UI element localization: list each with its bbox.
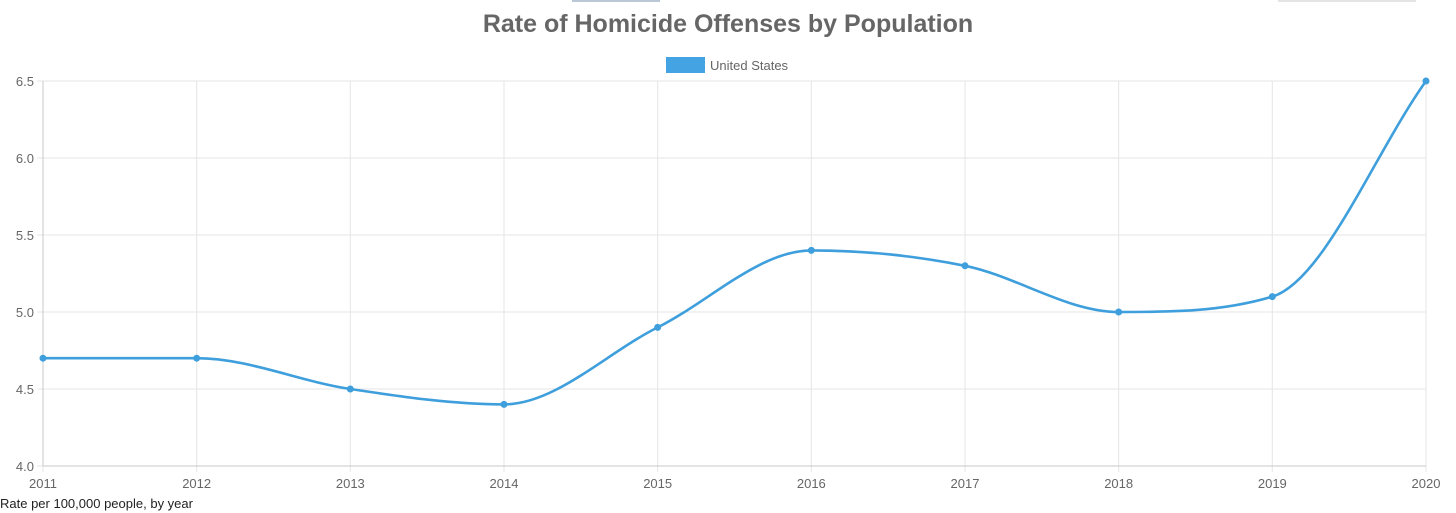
data-points xyxy=(39,77,1430,408)
y-tick-label: 4.0 xyxy=(16,459,34,474)
data-point-2016[interactable] xyxy=(807,246,815,254)
data-point-2011[interactable] xyxy=(39,354,47,362)
chart-caption: Rate per 100,000 people, by year xyxy=(0,496,193,511)
x-tick-label: 2016 xyxy=(797,476,826,491)
top-tab-fragment-right xyxy=(1278,0,1416,2)
data-point-2012[interactable] xyxy=(193,354,201,362)
data-point-2018[interactable] xyxy=(1115,308,1123,316)
series-line-united-states xyxy=(43,80,1428,406)
grid-lines xyxy=(37,80,1427,472)
data-point-2013[interactable] xyxy=(346,385,354,393)
legend-color-box xyxy=(666,57,705,73)
y-tick-label: 5.5 xyxy=(16,228,34,243)
x-tick-label: 2020 xyxy=(1412,476,1441,491)
y-tick-label: 5.0 xyxy=(16,305,34,320)
data-point-2020[interactable] xyxy=(1422,77,1430,85)
y-axis-ticks: 4.0 4.5 5.0 5.5 6.0 6.5 xyxy=(16,74,34,474)
chart-title: Rate of Homicide Offenses by Population xyxy=(483,10,973,38)
x-tick-label: 2012 xyxy=(182,476,211,491)
legend-label: United States xyxy=(710,58,789,73)
y-tick-label: 6.5 xyxy=(16,74,34,89)
x-axis-ticks: 2011 2012 2013 2014 2015 2016 2017 2018 2019 2020 xyxy=(29,476,1440,491)
x-tick-label: 2019 xyxy=(1258,476,1287,491)
x-tick-label: 2011 xyxy=(29,476,57,491)
data-point-2014[interactable] xyxy=(500,400,508,408)
y-tick-label: 4.5 xyxy=(16,382,34,397)
top-tab-fragment-left xyxy=(572,0,660,2)
x-tick-label: 2014 xyxy=(490,476,519,491)
y-tick-label: 6.0 xyxy=(16,151,34,166)
x-tick-label: 2015 xyxy=(643,476,672,491)
chart-legend[interactable]: United States xyxy=(666,57,789,73)
data-point-2015[interactable] xyxy=(654,323,662,331)
data-point-2019[interactable] xyxy=(1268,293,1276,301)
x-tick-label: 2018 xyxy=(1104,476,1133,491)
data-point-2017[interactable] xyxy=(961,262,969,270)
x-tick-label: 2013 xyxy=(336,476,365,491)
x-tick-label: 2017 xyxy=(951,476,980,491)
